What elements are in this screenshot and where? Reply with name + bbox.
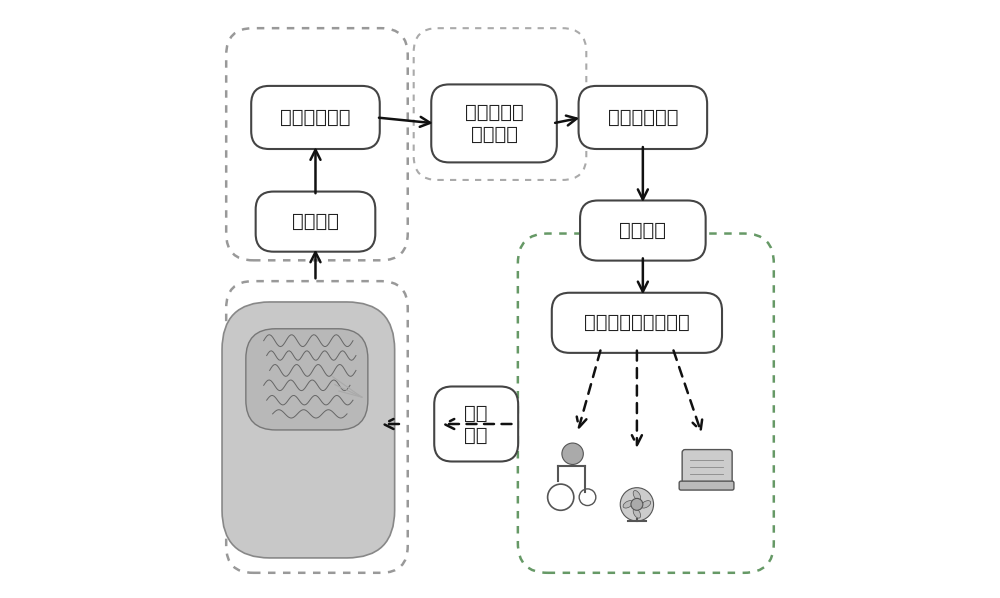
Text: 控制接口: 控制接口 [619,221,666,240]
FancyBboxPatch shape [251,86,380,149]
Text: 特征提取与
特征分类: 特征提取与 特征分类 [465,103,523,144]
FancyBboxPatch shape [580,200,706,261]
FancyBboxPatch shape [256,191,375,252]
FancyBboxPatch shape [679,481,734,490]
Circle shape [562,443,583,465]
FancyBboxPatch shape [552,293,722,353]
Text: 信息
反馈: 信息 反馈 [464,404,488,444]
Text: 放大电路: 放大电路 [292,212,339,231]
Circle shape [620,488,654,521]
FancyBboxPatch shape [431,84,557,163]
FancyBboxPatch shape [434,386,518,462]
Ellipse shape [633,508,641,518]
FancyBboxPatch shape [222,302,395,558]
Text: 控制命令转换: 控制命令转换 [608,108,678,127]
Text: 外部环境和设备控制: 外部环境和设备控制 [584,313,690,332]
FancyBboxPatch shape [579,86,707,149]
Ellipse shape [633,490,641,501]
Ellipse shape [623,501,633,508]
FancyBboxPatch shape [246,329,368,430]
Circle shape [631,498,643,510]
Text: 采集与预处理: 采集与预处理 [280,108,351,127]
Ellipse shape [641,501,651,508]
FancyBboxPatch shape [682,450,732,485]
